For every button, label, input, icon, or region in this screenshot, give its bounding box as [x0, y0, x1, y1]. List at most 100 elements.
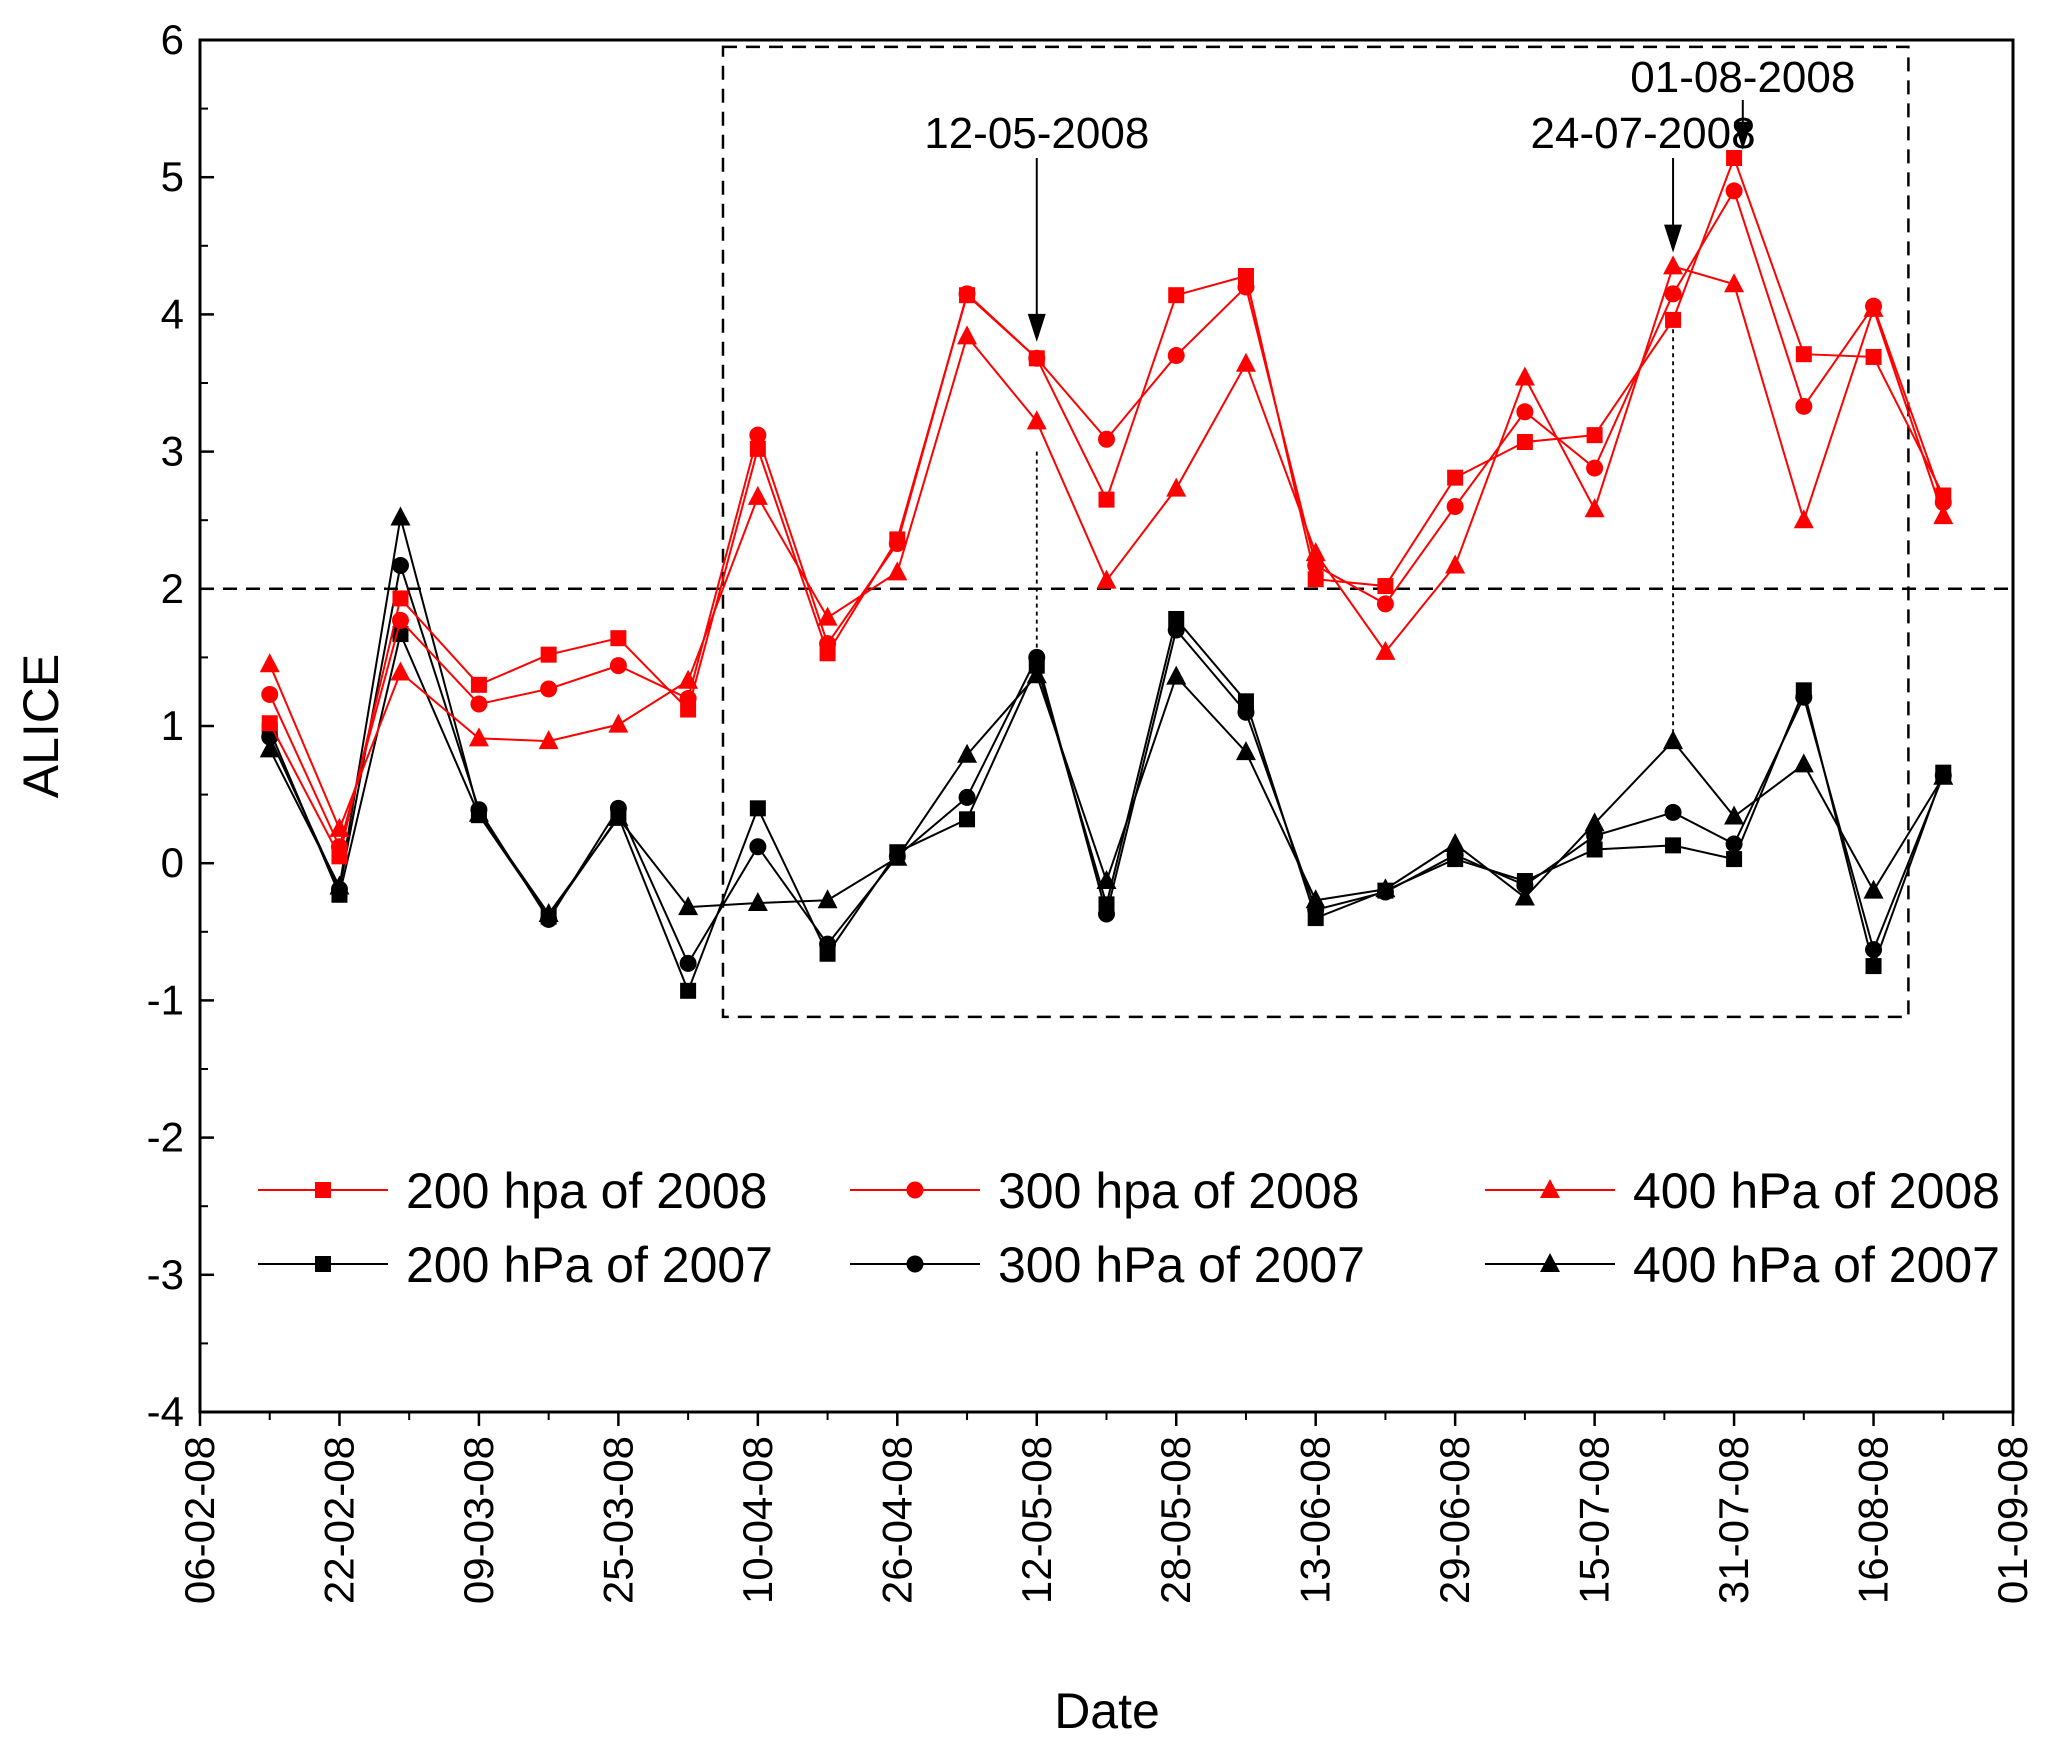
data-point [1586, 841, 1603, 858]
legend-item: 400 hPa of 2007 [1485, 1237, 2000, 1293]
y-axis-title: ALICE [13, 654, 69, 799]
data-point [1167, 621, 1185, 639]
annotation-arrow-head [1027, 313, 1046, 342]
y-tick-label: 6 [161, 16, 184, 63]
annotation-label: 24-07-2008 [1531, 109, 1756, 158]
data-point [1098, 491, 1115, 508]
data-point [1375, 878, 1396, 898]
data-point [1096, 569, 1117, 589]
y-tick-label: -1 [147, 976, 184, 1023]
data-point [1863, 879, 1884, 899]
data-point [1664, 803, 1682, 821]
x-tick-label: 12-05-08 [1013, 1436, 1060, 1604]
highlight-box [721, 45, 1910, 1019]
x-axis-title: Date [1054, 1683, 1160, 1739]
data-point [1446, 497, 1464, 515]
data-point [957, 743, 978, 763]
data-point [1026, 664, 1047, 684]
y-tick-label: 2 [161, 565, 184, 612]
x-tick-label: 09-03-08 [455, 1436, 502, 1604]
legend-marker [1540, 1179, 1560, 1198]
data-point [1235, 352, 1256, 372]
data-point [1665, 311, 1682, 328]
data-point [540, 646, 557, 663]
annotation: 24-07-2008 [1531, 109, 1756, 253]
legend-item: 300 hPa of 2007 [850, 1237, 1365, 1293]
data-point [261, 715, 278, 732]
data-point [1167, 347, 1185, 365]
data-point [1166, 665, 1187, 685]
data-point [1516, 876, 1534, 894]
data-point [747, 485, 768, 505]
data-point [330, 838, 348, 856]
legend-label: 200 hPa of 2007 [406, 1237, 773, 1293]
data-point [1793, 509, 1814, 529]
series-400-hpa-of-2008 [259, 255, 1954, 837]
annotation: 01-08-2008 [1630, 53, 1855, 150]
data-point [1305, 889, 1326, 909]
x-tick-label: 15-07-08 [1571, 1436, 1618, 1604]
data-point [259, 653, 280, 673]
data-point [390, 661, 411, 681]
legend-item: 200 hpa of 2008 [258, 1163, 767, 1219]
y-tick-label: -4 [147, 1388, 184, 1435]
data-point [678, 669, 699, 689]
y-tick-label: 0 [161, 839, 184, 886]
data-point [1934, 493, 1952, 511]
data-point [1584, 812, 1605, 832]
data-point [538, 902, 559, 922]
data-point [259, 738, 280, 758]
data-point [819, 635, 837, 653]
x-tick-label: 29-06-08 [1431, 1436, 1478, 1604]
y-tick-label: 3 [161, 428, 184, 475]
data-point [1026, 410, 1047, 430]
data-point [749, 838, 767, 856]
legend-item: 300 hpa of 2008 [850, 1163, 1359, 1219]
data-point [678, 896, 699, 916]
data-point [1168, 287, 1185, 304]
x-tick-label: 28-05-08 [1152, 1436, 1199, 1604]
data-point [887, 561, 908, 581]
x-tick-label: 16-08-08 [1850, 1436, 1897, 1604]
data-point [1665, 837, 1682, 854]
data-point [608, 713, 629, 733]
data-point [1377, 578, 1394, 595]
data-point [1933, 765, 1954, 785]
axes-layer: -4 -3 -2 -1 0 1 2 3 4 5 6 06-02-08 22-02-08 09-03-08 2… [13, 16, 2036, 1739]
legend-label: 200 hpa of 2008 [406, 1163, 767, 1219]
data-point [1795, 397, 1813, 415]
data-point [540, 680, 558, 698]
x-tick-label: 10-04-08 [734, 1436, 781, 1604]
data-point [1726, 851, 1743, 868]
data-point [1795, 346, 1812, 363]
data-point [390, 506, 411, 526]
legend-label: 400 hPa of 2007 [1633, 1237, 2000, 1293]
x-tick-label: 22-02-08 [315, 1436, 362, 1604]
x-tick-label: 13-06-08 [1292, 1436, 1339, 1604]
data-point [1028, 648, 1046, 666]
data-point [1096, 870, 1117, 890]
data-point [1098, 430, 1115, 448]
data-point [329, 817, 350, 837]
legend-marker [1540, 1253, 1560, 1272]
data-point [1725, 182, 1743, 200]
data-point [817, 889, 838, 909]
data-point [392, 590, 409, 607]
y-tick-label: 5 [161, 153, 184, 200]
data-point [1586, 459, 1604, 477]
y-tick-label: 1 [161, 702, 184, 749]
data-point [1237, 703, 1255, 721]
x-tick-label: 01-09-08 [1989, 1436, 2036, 1604]
data-point [1724, 805, 1745, 825]
legend: 200 hpa of 2008 300 hpa of 2008 400 hPa of… [258, 1163, 2000, 1293]
legend-label: 400 hPa of 2008 [1633, 1163, 2000, 1219]
data-point [679, 954, 697, 972]
data-point [609, 657, 627, 675]
data-point [749, 426, 767, 444]
annotation-arrow-head [1733, 121, 1752, 150]
y-tick-label: 4 [161, 290, 184, 337]
y-tick-label: -2 [147, 1114, 184, 1161]
data-point [538, 730, 559, 750]
data-point [1865, 958, 1882, 975]
